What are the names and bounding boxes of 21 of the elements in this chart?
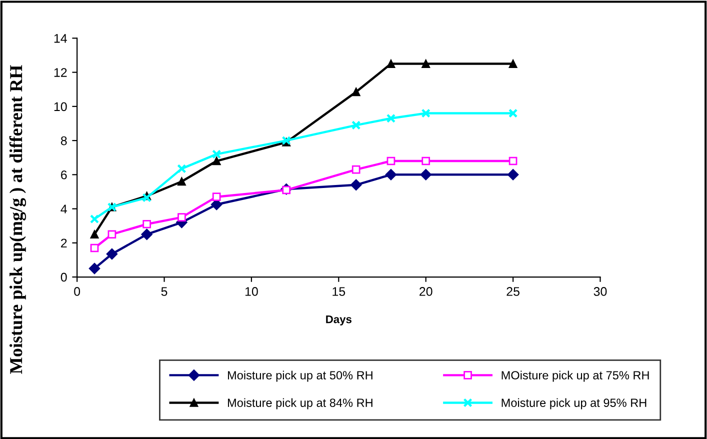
x-tick-label: 20 — [420, 287, 432, 296]
x-tick-label: 0 — [74, 287, 80, 296]
x-tick-label: 25 — [506, 287, 520, 296]
legend-label: Moisture pick up at 50% RH — [228, 370, 372, 382]
x-axis-title: Days — [326, 315, 352, 326]
x-tick-label: 5 — [161, 287, 168, 296]
x-tick-label: 10 — [245, 287, 258, 296]
y-tick-label: 14 — [54, 34, 67, 43]
y-tick-label: 0 — [60, 272, 67, 282]
y-tick-label: 4 — [60, 204, 67, 214]
legend-label: MOisture pick up at 75% RH — [502, 370, 649, 382]
legend-label: Moisture pick up at 84% RH — [228, 398, 372, 410]
x-tick-label: 15 — [332, 287, 346, 296]
x-tick-label: 30 — [594, 287, 607, 296]
y-tick-label: 12 — [54, 68, 67, 77]
y-axis-title: Moisture pick up(mg/g ) at different RH — [9, 65, 26, 374]
y-tick-label: 6 — [61, 170, 67, 180]
y-tick-label: 8 — [60, 136, 67, 146]
y-tick-label: 2 — [61, 238, 67, 248]
legend-label: Moisture pick up at 95% RH — [502, 398, 646, 410]
y-tick-label: 10 — [54, 102, 67, 112]
